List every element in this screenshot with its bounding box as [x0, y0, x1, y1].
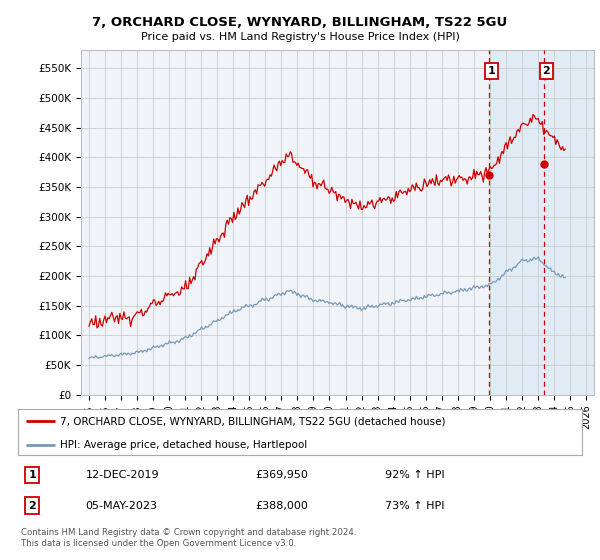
- Text: 7, ORCHARD CLOSE, WYNYARD, BILLINGHAM, TS22 5GU (detached house): 7, ORCHARD CLOSE, WYNYARD, BILLINGHAM, T…: [60, 416, 446, 426]
- Text: This data is licensed under the Open Government Licence v3.0.: This data is licensed under the Open Gov…: [21, 539, 296, 548]
- Text: Contains HM Land Registry data © Crown copyright and database right 2024.: Contains HM Land Registry data © Crown c…: [21, 528, 356, 536]
- Text: 1: 1: [28, 470, 36, 480]
- Bar: [489, 50, 594, 395]
- Text: 05-MAY-2023: 05-MAY-2023: [86, 501, 158, 511]
- Text: 1: 1: [488, 66, 495, 76]
- Text: £388,000: £388,000: [255, 501, 308, 511]
- Text: £369,950: £369,950: [255, 470, 308, 480]
- Text: HPI: Average price, detached house, Hartlepool: HPI: Average price, detached house, Hart…: [60, 440, 308, 450]
- Text: Price paid vs. HM Land Registry's House Price Index (HPI): Price paid vs. HM Land Registry's House …: [140, 32, 460, 43]
- Text: 2: 2: [28, 501, 36, 511]
- Text: 92% ↑ HPI: 92% ↑ HPI: [385, 470, 444, 480]
- Text: 12-DEC-2019: 12-DEC-2019: [86, 470, 160, 480]
- Text: 73% ↑ HPI: 73% ↑ HPI: [385, 501, 444, 511]
- Text: 7, ORCHARD CLOSE, WYNYARD, BILLINGHAM, TS22 5GU: 7, ORCHARD CLOSE, WYNYARD, BILLINGHAM, T…: [92, 16, 508, 29]
- Text: 2: 2: [542, 66, 550, 76]
